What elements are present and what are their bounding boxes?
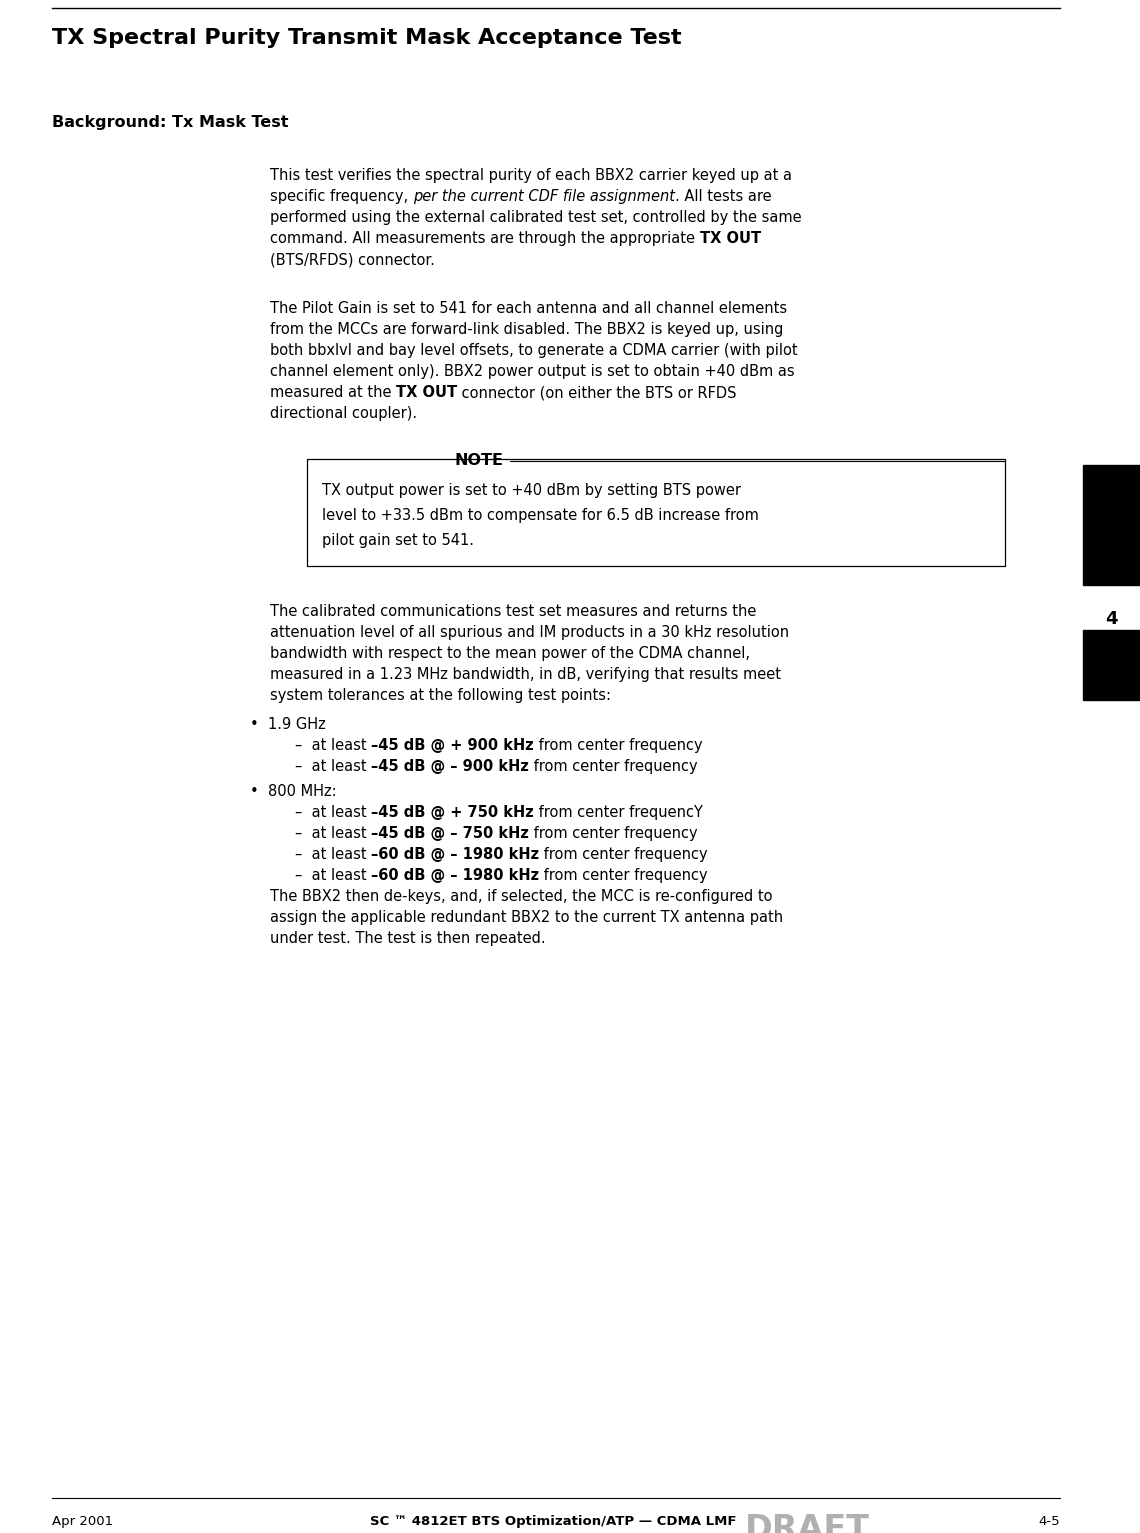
Text: (BTS/RFDS) connector.: (BTS/RFDS) connector. [270,251,434,267]
Text: The BBX2 then de-keys, and, if selected, the MCC is re-configured to: The BBX2 then de-keys, and, if selected,… [270,889,773,904]
Text: DRAFT: DRAFT [746,1513,870,1533]
Text: –45 dB @ – 900 kHz: –45 dB @ – 900 kHz [372,759,529,774]
Text: –45 dB @ – 750 kHz: –45 dB @ – 750 kHz [372,826,529,842]
Text: Apr 2001: Apr 2001 [52,1515,113,1528]
Text: TX Spectral Purity Transmit Mask Acceptance Test: TX Spectral Purity Transmit Mask Accepta… [52,28,682,48]
Text: SC ™ 4812ET BTS Optimization/ATP — CDMA LMF: SC ™ 4812ET BTS Optimization/ATP — CDMA … [370,1515,736,1528]
Text: –60 dB @ – 1980 kHz: –60 dB @ – 1980 kHz [372,848,539,862]
Text: –  at least: – at least [295,805,372,820]
Text: specific frequency,: specific frequency, [270,189,413,204]
Text: –  at least: – at least [295,759,372,774]
Text: TX OUT: TX OUT [396,385,457,400]
Text: both bbxlvl and bay level offsets, to generate a CDMA carrier (with pilot: both bbxlvl and bay level offsets, to ge… [270,343,798,359]
Text: directional coupler).: directional coupler). [270,406,417,422]
Text: 4: 4 [1106,610,1117,629]
Text: –45 dB @ + 900 kHz: –45 dB @ + 900 kHz [372,737,534,753]
Text: from center frequency: from center frequency [529,826,698,842]
Text: –  at least: – at least [295,826,372,842]
Text: TX OUT: TX OUT [700,231,760,245]
Text: command. All measurements are through the appropriate: command. All measurements are through th… [270,231,700,245]
Text: from center frequency: from center frequency [529,759,698,774]
Text: from center frequency: from center frequency [539,848,708,862]
Text: connector (on either the BTS or RFDS: connector (on either the BTS or RFDS [457,385,736,400]
Text: measured in a 1.23 MHz bandwidth, in dB, verifying that results meet: measured in a 1.23 MHz bandwidth, in dB,… [270,667,781,682]
Text: from center frequency: from center frequency [539,868,708,883]
Text: TX output power is set to +40 dBm by setting BTS power: TX output power is set to +40 dBm by set… [321,483,741,498]
Text: •  1.9 GHz: • 1.9 GHz [250,717,326,731]
Text: from the MCCs are forward-link disabled. The BBX2 is keyed up, using: from the MCCs are forward-link disabled.… [270,322,783,337]
Text: performed using the external calibrated test set, controlled by the same: performed using the external calibrated … [270,210,801,225]
Text: . All tests are: . All tests are [675,189,772,204]
Text: bandwidth with respect to the mean power of the CDMA channel,: bandwidth with respect to the mean power… [270,645,750,661]
Text: measured at the: measured at the [270,385,396,400]
Text: –  at least: – at least [295,868,372,883]
Text: –  at least: – at least [295,848,372,862]
Text: from center frequency: from center frequency [534,737,702,753]
Text: •  800 MHz:: • 800 MHz: [250,783,336,799]
Text: –60 dB @ – 1980 kHz: –60 dB @ – 1980 kHz [372,868,539,883]
Text: level to +33.5 dBm to compensate for 6.5 dB increase from: level to +33.5 dBm to compensate for 6.5… [321,507,759,523]
Text: –  at least: – at least [295,737,372,753]
Text: attenuation level of all spurious and IM products in a 30 kHz resolution: attenuation level of all spurious and IM… [270,625,789,639]
Text: Background: Tx Mask Test: Background: Tx Mask Test [52,115,288,130]
Text: pilot gain set to 541.: pilot gain set to 541. [321,533,474,547]
Text: per the current CDF file assignment: per the current CDF file assignment [413,189,675,204]
Text: system tolerances at the following test points:: system tolerances at the following test … [270,688,611,704]
Text: This test verifies the spectral purity of each BBX2 carrier keyed up at a: This test verifies the spectral purity o… [270,169,792,182]
Text: assign the applicable redundant BBX2 to the current TX antenna path: assign the applicable redundant BBX2 to … [270,911,783,924]
FancyBboxPatch shape [1083,464,1140,586]
Text: 4-5: 4-5 [1039,1515,1060,1528]
Text: channel element only). BBX2 power output is set to obtain +40 dBm as: channel element only). BBX2 power output… [270,363,795,379]
Text: NOTE: NOTE [455,452,504,468]
Text: from center frequencY: from center frequencY [534,805,703,820]
Text: The calibrated communications test set measures and returns the: The calibrated communications test set m… [270,604,756,619]
FancyBboxPatch shape [1083,630,1140,701]
Text: The Pilot Gain is set to 541 for each antenna and all channel elements: The Pilot Gain is set to 541 for each an… [270,300,787,316]
Text: –45 dB @ + 750 kHz: –45 dB @ + 750 kHz [372,805,534,820]
Text: under test. The test is then repeated.: under test. The test is then repeated. [270,931,546,946]
